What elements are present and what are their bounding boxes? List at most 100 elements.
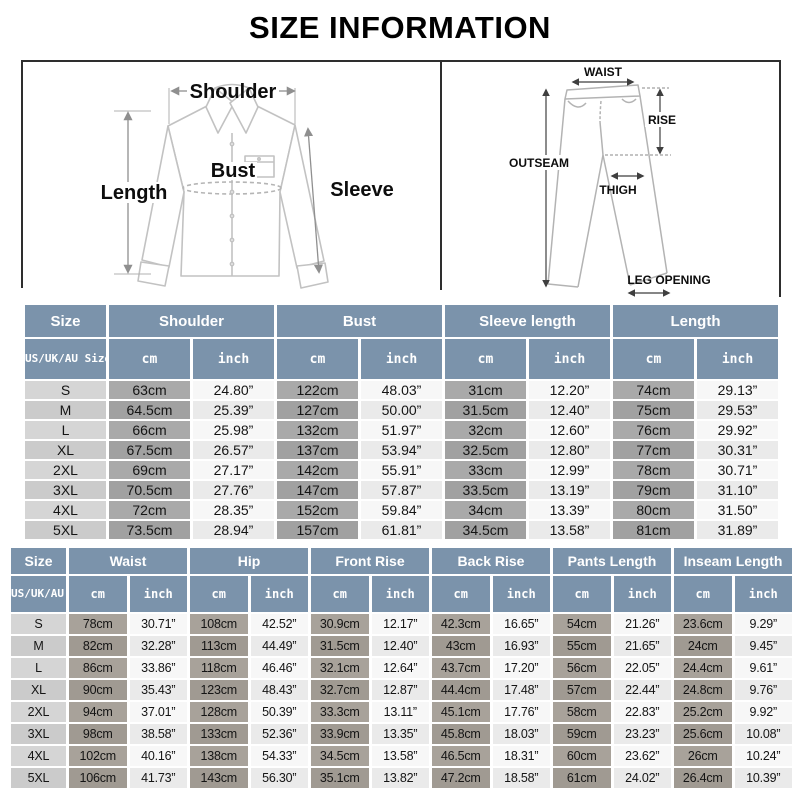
measurement-diagram: Shoulder Length Bust Sleeve <box>21 60 781 297</box>
column-group-size: Size <box>25 305 106 337</box>
column-group-hip: Hip <box>190 548 308 574</box>
inch-value-cell: 12.80” <box>529 441 610 459</box>
inch-value-cell: 22.05” <box>613 658 671 678</box>
cm-value-cell: 94cm <box>69 702 127 722</box>
cm-value-cell: 31.5cm <box>445 401 526 419</box>
unit-header-inch: inch <box>129 576 187 612</box>
cm-value-cell: 33.5cm <box>445 481 526 499</box>
cm-value-cell: 24.4cm <box>674 658 732 678</box>
cm-value-cell: 35.1cm <box>311 768 369 788</box>
size-cell: XL <box>11 680 66 700</box>
size-cell: S <box>25 381 106 399</box>
cm-value-cell: 75cm <box>613 401 694 419</box>
cm-value-cell: 59cm <box>553 724 611 744</box>
cm-value-cell: 143cm <box>190 768 248 788</box>
inch-value-cell: 56.30” <box>250 768 308 788</box>
pants-pocket-right <box>621 98 637 104</box>
cm-value-cell: 33cm <box>445 461 526 479</box>
unit-header-row: US/UK/AU Size cm inch cm inch cm inch cm inch <box>25 339 778 379</box>
inch-value-cell: 21.65” <box>613 636 671 656</box>
inch-value-cell: 35.43” <box>129 680 187 700</box>
size-cell: L <box>11 658 66 678</box>
size-cell: 4XL <box>25 501 106 519</box>
size-standard-header: US/UK/AU Size <box>11 576 66 612</box>
sleeve-label: Sleeve <box>330 179 393 201</box>
group-header-row: Size Shoulder Bust Sleeve length Length <box>25 305 778 337</box>
rise-label: RISE <box>648 113 676 127</box>
inch-value-cell: 28.35” <box>193 501 274 519</box>
leg-opening-label: LEG OPENING <box>627 273 710 287</box>
cm-value-cell: 74cm <box>613 381 694 399</box>
unit-header-inch: inch <box>492 576 550 612</box>
inch-value-cell: 12.40” <box>371 636 429 656</box>
cm-value-cell: 32.7cm <box>311 680 369 700</box>
inch-value-cell: 28.94” <box>193 521 274 539</box>
cm-value-cell: 133cm <box>190 724 248 744</box>
column-group-sleeve-length: Sleeve length <box>445 305 610 337</box>
size-cell: M <box>25 401 106 419</box>
shirt-right-cuff <box>296 262 329 289</box>
cm-value-cell: 77cm <box>613 441 694 459</box>
cm-value-cell: 67.5cm <box>109 441 190 459</box>
cm-value-cell: 25.2cm <box>674 702 732 722</box>
cm-value-cell: 58cm <box>553 702 611 722</box>
inch-value-cell: 50.39” <box>250 702 308 722</box>
inch-value-cell: 44.49” <box>250 636 308 656</box>
cm-value-cell: 98cm <box>69 724 127 744</box>
size-cell: 2XL <box>11 702 66 722</box>
pants-right-leg-inner <box>602 154 631 286</box>
cm-value-cell: 26cm <box>674 746 732 766</box>
cm-value-cell: 122cm <box>277 381 358 399</box>
size-row-xl: XL 90cm 35.43” 123cm 48.43” 32.7cm 12.87” 44.4c… <box>11 680 792 700</box>
cm-value-cell: 157cm <box>277 521 358 539</box>
cm-value-cell: 43.7cm <box>432 658 490 678</box>
inch-value-cell: 38.58” <box>129 724 187 744</box>
cm-value-cell: 45.1cm <box>432 702 490 722</box>
inch-value-cell: 27.17” <box>193 461 274 479</box>
column-group-pants-length: Pants Length <box>553 548 671 574</box>
size-row-s: S 63cm 24.80” 122cm 48.03” 31cm 12.20” 74cm 29.1… <box>25 381 778 399</box>
cm-value-cell: 56cm <box>553 658 611 678</box>
inch-value-cell: 13.11” <box>371 702 429 722</box>
inch-value-cell: 16.65” <box>492 614 550 634</box>
unit-header-cm: cm <box>69 576 127 612</box>
cm-value-cell: 46.5cm <box>432 746 490 766</box>
cm-value-cell: 34.5cm <box>445 521 526 539</box>
cm-value-cell: 32.5cm <box>445 441 526 459</box>
cm-value-cell: 76cm <box>613 421 694 439</box>
inch-value-cell: 26.57” <box>193 441 274 459</box>
cm-value-cell: 86cm <box>69 658 127 678</box>
column-group-waist: Waist <box>69 548 187 574</box>
size-row-xl: XL 67.5cm 26.57” 137cm 53.94” 32.5cm 12.80” 77c… <box>25 441 778 459</box>
inch-value-cell: 13.19” <box>529 481 610 499</box>
cm-value-cell: 70.5cm <box>109 481 190 499</box>
size-row-l: L 86cm 33.86” 118cm 46.46” 32.1cm 12.64” 43.7cm… <box>11 658 792 678</box>
cm-value-cell: 44.4cm <box>432 680 490 700</box>
unit-header-cm: cm <box>277 339 358 379</box>
size-row-5xl: 5XL 106cm 41.73” 143cm 56.30” 35.1cm 13.82” 47.… <box>11 768 792 788</box>
inch-value-cell: 25.98” <box>193 421 274 439</box>
inch-value-cell: 41.73” <box>129 768 187 788</box>
cm-value-cell: 137cm <box>277 441 358 459</box>
cm-value-cell: 118cm <box>190 658 248 678</box>
cm-value-cell: 78cm <box>69 614 127 634</box>
inch-value-cell: 42.52” <box>250 614 308 634</box>
shirt-left-cuff <box>137 261 170 287</box>
size-row-4xl: 4XL 72cm 28.35” 152cm 59.84” 34cm 13.39” 80cm 31… <box>25 501 778 519</box>
shoulder-label: Shoulder <box>190 81 277 103</box>
inch-value-cell: 12.64” <box>371 658 429 678</box>
inch-value-cell: 32.28” <box>129 636 187 656</box>
inch-value-cell: 61.81” <box>361 521 442 539</box>
cm-value-cell: 80cm <box>613 501 694 519</box>
cm-value-cell: 123cm <box>190 680 248 700</box>
inch-value-cell: 57.87” <box>361 481 442 499</box>
cm-value-cell: 32.1cm <box>311 658 369 678</box>
shirt-collar-right <box>229 87 259 134</box>
cm-value-cell: 128cm <box>190 702 248 722</box>
inch-value-cell: 21.26” <box>613 614 671 634</box>
inch-value-cell: 13.35” <box>371 724 429 744</box>
inch-value-cell: 30.31” <box>697 441 778 459</box>
inch-value-cell: 12.20” <box>529 381 610 399</box>
inch-value-cell: 53.94” <box>361 441 442 459</box>
